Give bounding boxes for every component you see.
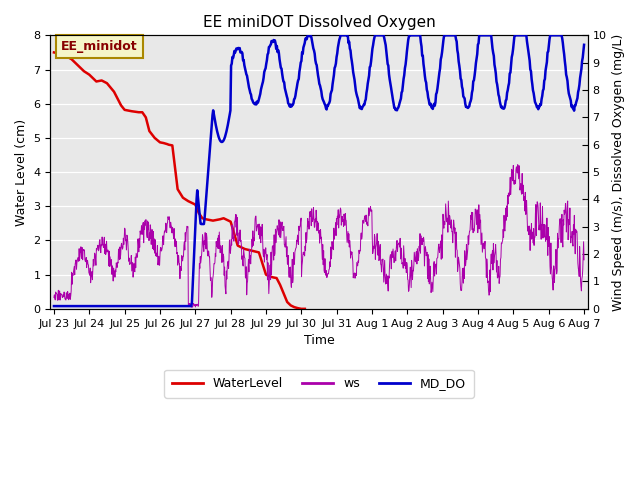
Y-axis label: Wind Speed (m/s), Dissolved Oxygen (mg/L): Wind Speed (m/s), Dissolved Oxygen (mg/L… xyxy=(612,34,625,311)
Title: EE miniDOT Dissolved Oxygen: EE miniDOT Dissolved Oxygen xyxy=(203,15,435,30)
Legend: WaterLevel, ws, MD_DO: WaterLevel, ws, MD_DO xyxy=(164,370,474,398)
X-axis label: Time: Time xyxy=(303,334,334,347)
Y-axis label: Water Level (cm): Water Level (cm) xyxy=(15,119,28,226)
Text: EE_minidot: EE_minidot xyxy=(61,40,138,53)
